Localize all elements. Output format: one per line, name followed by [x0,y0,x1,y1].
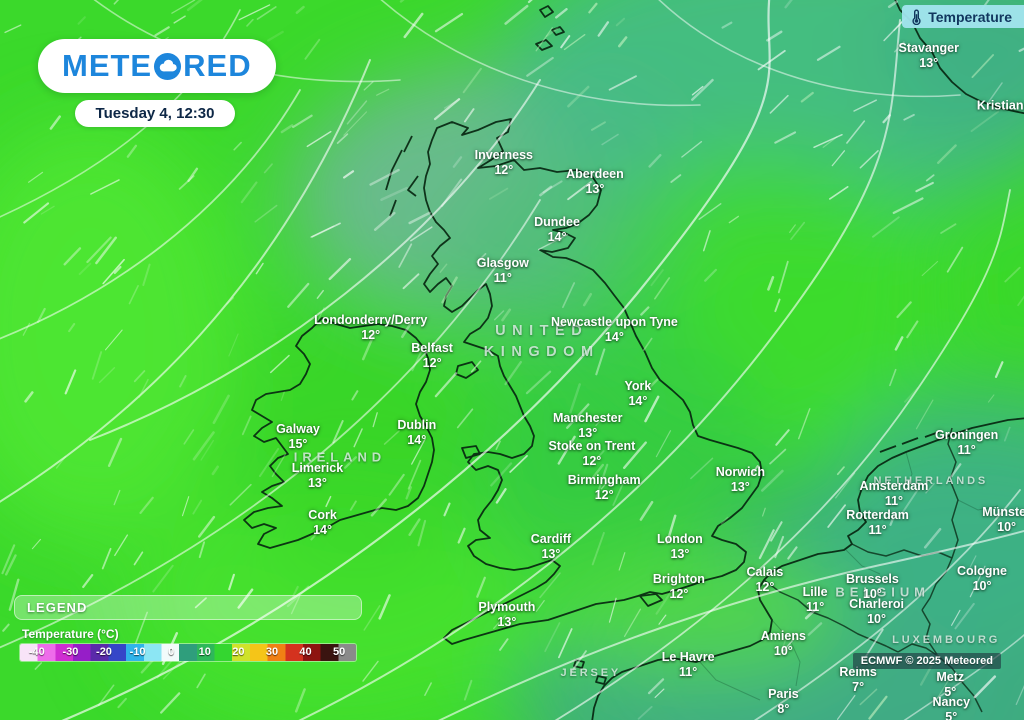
city-label-brighton: Brighton 12° [652,571,705,601]
city-label-nancy: Nancy 5° [932,694,971,720]
meteored-logo[interactable]: METE RED [38,39,276,93]
cloud-o-icon [154,52,182,80]
city-label-rotterdam: Rotterdam 11° [846,507,909,537]
legend-title: LEGEND [27,600,88,615]
city-label-londonderry-derry: Londonderry/Derry 12° [314,313,428,343]
city-label-london: London 13° [657,532,703,562]
variable-header: Temperature [902,5,1024,28]
city-label-calais: Calais 12° [746,565,784,595]
city-label-reims: Reims 7° [839,664,877,694]
city-label-aberdeen: Aberdeen 13° [566,167,624,197]
city-label-norwich: Norwich 13° [715,465,765,495]
city-label-birmingham: Birmingham 12° [567,473,641,503]
city-label-stavanger: Stavanger 13° [898,41,959,71]
city-label-galway: Galway 15° [276,422,320,452]
country-label-netherlands: NETHERLANDS [873,474,989,487]
country-label-ireland: IRELAND [293,449,387,465]
city-label-cologne: Cologne 10° [957,563,1008,593]
country-label-luxembourg: LUXEMBOURG [892,634,1001,647]
city-label-charleroi: Charleroi 10° [849,597,904,626]
city-label-dundee: Dundee 14° [534,214,580,244]
temperature-scale-ticks: -40 -30 -20 -10 0 10 20 30 40 50 [28,646,346,658]
country-label-jersey: JERSEY [560,667,622,680]
city-label-stoke-on-trent: Stoke on Trent 12° [548,439,636,469]
forecast-timestamp: Tuesday 4, 12:30 [75,100,235,127]
city-label-m-nster: Münster10° [982,504,1024,534]
city-label-dublin: Dublin 14° [397,417,437,447]
logo-text-left: METE [62,48,153,83]
temperature-scale-bar: -40 -30 -20 -10 0 10 20 30 40 50 [20,644,356,661]
city-label-manchester: Manchester 13° [553,411,623,441]
city-label-belfast: Belfast 12° [411,340,453,370]
city-label-inverness: Inverness 12° [474,147,533,177]
model-attribution: ECMWF © 2025 Meteored [852,653,1001,669]
city-label-amiens: Amiens 10° [760,628,806,658]
city-label-paris: Paris 8° [768,687,799,716]
city-label-plymouth: Plymouth 13° [478,599,536,629]
legend-panel: LEGEND Temperature (°C) -40 -30 -20 -10 0 10 2… [14,595,362,661]
city-label-le-havre: Le Havre 11° [661,650,715,680]
country-label-belgium: BELGIUM [835,584,930,600]
city-label-glasgow: Glasgow 11° [476,255,529,285]
city-label-york: York 14° [624,378,652,408]
city-label-cork: Cork 14° [308,507,337,537]
city-label-newcastle-upon-tyne: Newcastle upon Tyne 14° [550,314,678,344]
city-label-amsterdam: Amsterdam 11° [859,478,929,508]
legend-header: LEGEND [14,595,362,620]
country-label-united-kingdom: UNITED KINGDOM [483,323,600,360]
city-label-cardiff: Cardiff 13° [530,532,572,562]
legend-scale-label: Temperature (°C) [22,627,119,641]
city-label-metz: Metz 5° [936,669,965,699]
city-label-lille: Lille 11° [802,584,828,614]
thermometer-icon [912,8,921,25]
city-label-groningen: Groningen 11° [935,427,999,457]
meteored-logo-text: METE RED [62,48,252,84]
city-label-kristiansand: Kristiansand [976,98,1024,113]
city-label-brussels: Brussels 10° [846,571,899,601]
logo-text-right: RED [183,48,252,83]
variable-label: Temperature [928,8,1012,25]
city-label-limerick: Limerick 13° [291,460,344,490]
